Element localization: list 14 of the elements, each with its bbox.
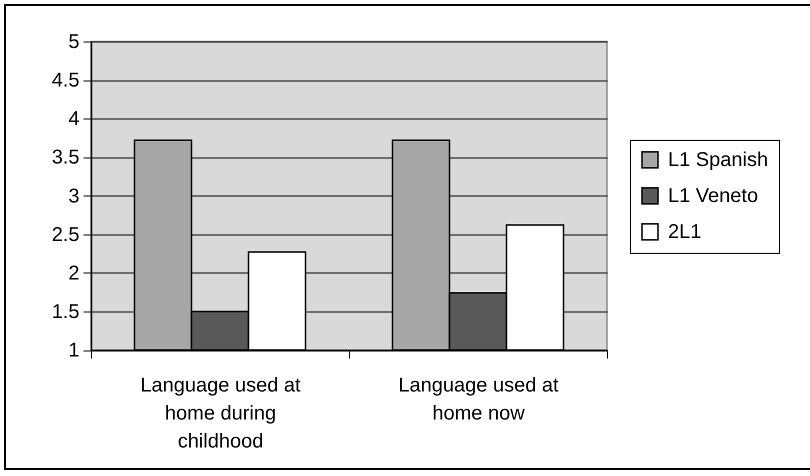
y-tick-label: 5	[68, 31, 80, 53]
x-tick-label: Language used at home now	[398, 374, 560, 424]
y-tick-label: 3.5	[52, 146, 80, 169]
x-tick-label: Language used at home during childhood	[140, 374, 302, 452]
y-tick-label: 1.5	[52, 300, 80, 323]
y-tick-label: 2.5	[52, 224, 80, 246]
y-tick-label: 2	[68, 262, 80, 284]
legend-label: 2L1	[668, 220, 702, 243]
y-tick-label: 4	[68, 108, 80, 130]
y-tick-label: 1	[68, 340, 80, 362]
legend-label: L1 Spanish	[668, 148, 768, 171]
y-tick-label: 4.5	[52, 70, 80, 92]
legend-label: L1 Veneto	[668, 184, 758, 207]
y-tick-label: 3	[68, 185, 80, 208]
